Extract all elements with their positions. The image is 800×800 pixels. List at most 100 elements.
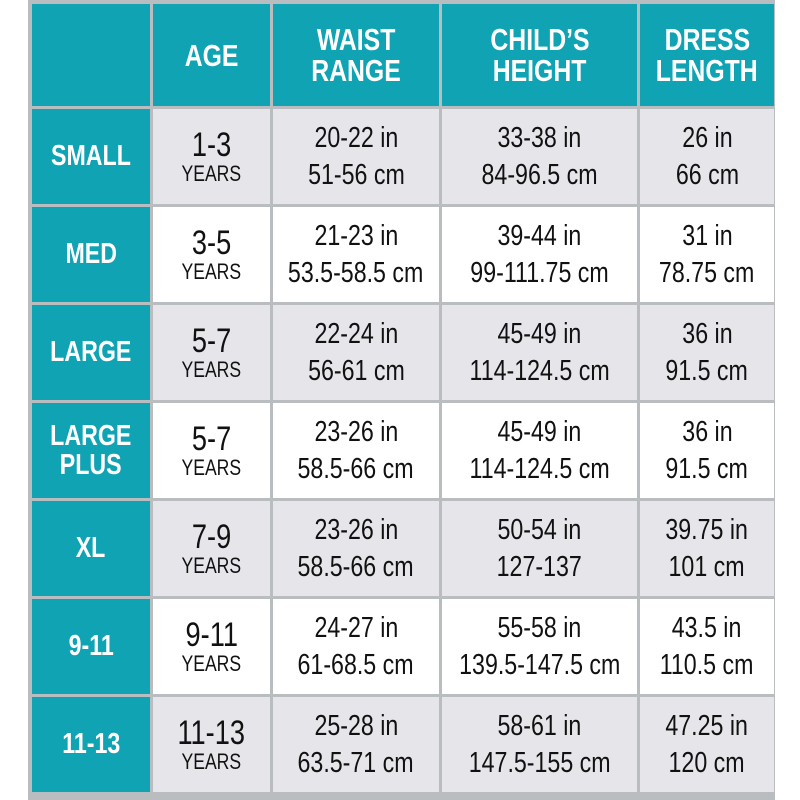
waist-cell: 20-22 in 51-56 cm [273,109,439,204]
length-value: 39.75 in [665,513,749,546]
height-cell: 33-38 in 84-96.5 cm [442,109,637,204]
waist-value: 61-68.5 cm [297,648,415,681]
size-label: LARGE [50,419,132,452]
header-cell: DRESS LENGTH [640,4,774,106]
length-value: 66 cm [675,158,739,191]
age-unit: YEARS [181,356,242,382]
length-value: 36 in [681,317,733,350]
size-label-cell: 9-11 [32,599,150,694]
age-cell: 1-3 YEARS [153,109,270,204]
length-cell: 36 in 91.5 cm [640,403,774,498]
size-label-cell: 11-13 [32,697,150,792]
waist-cell: 22-24 in 56-61 cm [273,305,439,400]
height-value: 45-49 in [497,317,582,350]
length-value: 91.5 cm [665,452,749,485]
length-value: 43.5 in [672,611,742,644]
length-value: 91.5 cm [665,354,749,387]
size-label: XL [76,532,106,564]
size-label-cell: LARGE PLUS [32,403,150,498]
height-cell: 50-54 in 127-137 [442,501,637,596]
header-label: RANGE [311,53,401,88]
header-cell: WAIST RANGE [273,4,439,106]
header-cell: AGE [153,4,270,106]
waist-value: 58.5-66 cm [297,452,415,485]
age-unit: YEARS [181,160,242,186]
age-unit: YEARS [181,454,242,480]
age-range: 9-11 [185,615,238,654]
waist-cell: 24-27 in 61-68.5 cm [273,599,439,694]
size-label: MED [65,238,117,270]
header-label: HEIGHT [492,53,587,88]
header-label: LENGTH [656,53,758,88]
waist-value: 25-28 in [314,709,398,742]
length-value: 26 in [681,121,733,154]
age-range: 1-3 [191,125,232,164]
age-unit: YEARS [181,650,242,676]
length-value: 31 in [681,219,733,252]
waist-cell: 21-23 in 53.5-58.5 cm [273,207,439,302]
height-cell: 55-58 in 139.5-147.5 cm [442,599,637,694]
waist-value: 23-26 in [314,415,398,448]
length-cell: 36 in 91.5 cm [640,305,774,400]
waist-value: 22-24 in [314,317,398,350]
age-range: 3-5 [191,223,232,262]
size-label: 9-11 [68,630,114,662]
height-value: 84-96.5 cm [481,158,598,191]
age-cell: 11-13 YEARS [153,697,270,792]
length-cell: 31 in 78.75 cm [640,207,774,302]
height-value: 33-38 in [497,121,582,154]
height-value: 114-124.5 cm [469,452,610,485]
length-value: 110.5 cm [660,648,754,681]
height-value: 147.5-155 cm [468,746,611,779]
waist-value: 23-26 in [314,513,398,546]
age-cell: 9-11 YEARS [153,599,270,694]
age-unit: YEARS [181,748,242,774]
length-cell: 47.25 in 120 cm [640,697,774,792]
waist-value: 56-61 cm [307,354,405,387]
height-value: 99-111.75 cm [470,256,609,289]
length-value: 47.25 in [665,709,749,742]
waist-value: 63.5-71 cm [297,746,415,779]
header-label: AGE [184,37,239,73]
length-value: 101 cm [668,550,746,583]
age-unit: YEARS [181,552,242,578]
age-range: 5-7 [191,321,232,360]
height-cell: 45-49 in 114-124.5 cm [442,305,637,400]
size-label: SMALL [51,140,131,172]
waist-value: 51-56 cm [307,158,405,191]
age-cell: 5-7 YEARS [153,305,270,400]
height-cell: 39-44 in 99-111.75 cm [442,207,637,302]
length-cell: 39.75 in 101 cm [640,501,774,596]
size-chart-table: AGE WAIST RANGE CHILD’S HEIGHT DRESS LENGTH SMA… [28,0,775,800]
size-label-cell: SMALL [32,109,150,204]
waist-cell: 23-26 in 58.5-66 cm [273,403,439,498]
length-value: 120 cm [668,746,746,779]
age-cell: 7-9 YEARS [153,501,270,596]
header-label: WAIST [316,22,396,57]
header-label: DRESS [664,22,750,57]
waist-value: 20-22 in [314,121,398,154]
size-label-cell: XL [32,501,150,596]
length-value: 36 in [681,415,733,448]
length-cell: 26 in 66 cm [640,109,774,204]
age-range: 11-13 [177,713,246,752]
waist-value: 58.5-66 cm [297,550,415,583]
header-cell: CHILD’S HEIGHT [442,4,637,106]
age-range: 5-7 [191,419,232,458]
size-label: LARGE [50,336,132,368]
waist-cell: 23-26 in 58.5-66 cm [273,501,439,596]
size-label-cell: LARGE [32,305,150,400]
age-cell: 3-5 YEARS [153,207,270,302]
height-value: 45-49 in [497,415,582,448]
height-cell: 45-49 in 114-124.5 cm [442,403,637,498]
header-label: CHILD’S [489,22,590,57]
header-cell [32,4,150,106]
height-value: 50-54 in [497,513,582,546]
height-value: 39-44 in [497,219,582,252]
waist-cell: 25-28 in 63.5-71 cm [273,697,439,792]
length-cell: 43.5 in 110.5 cm [640,599,774,694]
size-label: PLUS [60,448,122,481]
height-value: 58-61 in [497,709,582,742]
age-unit: YEARS [181,258,242,284]
size-label: 11-13 [61,728,121,760]
